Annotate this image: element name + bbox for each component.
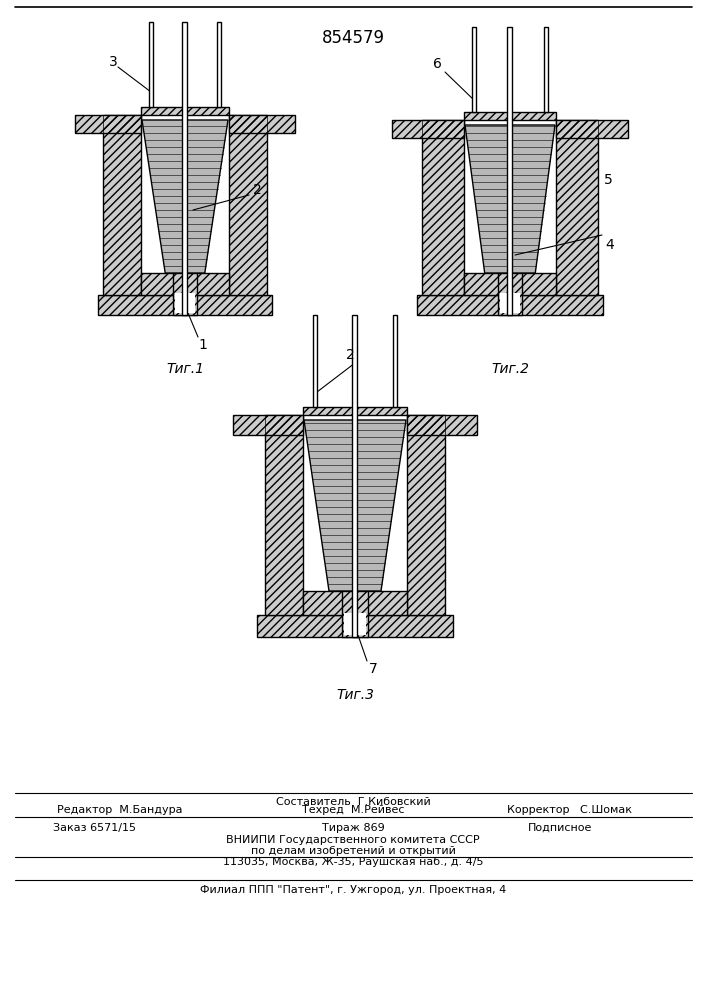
Text: 854579: 854579 xyxy=(322,29,385,47)
Bar xyxy=(313,315,317,407)
Bar xyxy=(229,115,295,133)
Bar xyxy=(98,295,272,315)
Bar xyxy=(407,415,445,615)
Bar xyxy=(233,415,303,435)
Bar xyxy=(182,22,187,315)
Bar xyxy=(103,115,141,295)
Bar xyxy=(141,107,229,115)
Text: 2: 2 xyxy=(346,348,354,362)
Bar xyxy=(217,22,221,107)
Bar xyxy=(342,591,368,637)
Bar xyxy=(173,273,197,315)
Bar xyxy=(464,273,556,295)
Bar xyxy=(556,120,628,138)
Text: Корректор   С.Шомак: Корректор С.Шомак xyxy=(508,805,633,815)
Bar xyxy=(500,293,520,313)
Text: 4: 4 xyxy=(606,238,614,252)
Text: 3: 3 xyxy=(109,55,117,69)
Bar xyxy=(464,112,556,120)
Bar xyxy=(303,591,407,615)
Bar xyxy=(556,120,628,138)
Bar xyxy=(257,615,453,637)
Text: по делам изобретений и открытий: по делам изобретений и открытий xyxy=(250,846,455,856)
Bar xyxy=(422,120,464,295)
Bar xyxy=(257,615,453,637)
Bar xyxy=(141,107,229,115)
Bar xyxy=(544,27,548,112)
Text: 113035, Москва, Ж-35, Раушская наб., д. 4/5: 113035, Москва, Ж-35, Раушская наб., д. … xyxy=(223,857,484,867)
Bar xyxy=(303,407,407,415)
Text: Τиг.2: Τиг.2 xyxy=(491,362,529,376)
Text: 6: 6 xyxy=(433,57,441,71)
Polygon shape xyxy=(142,120,228,273)
Bar xyxy=(149,22,153,107)
Bar xyxy=(229,115,267,295)
Bar xyxy=(175,293,195,313)
Polygon shape xyxy=(465,125,555,273)
Bar xyxy=(393,315,397,407)
Bar xyxy=(464,112,556,120)
Bar xyxy=(498,273,522,315)
Bar xyxy=(233,415,303,435)
Bar xyxy=(472,27,476,112)
Bar xyxy=(422,120,464,295)
Bar xyxy=(265,415,303,615)
Bar xyxy=(556,120,598,295)
Text: 5: 5 xyxy=(604,173,612,187)
Bar xyxy=(103,115,141,295)
Bar xyxy=(141,273,229,295)
Bar xyxy=(392,120,464,138)
Text: Тираж 869: Тираж 869 xyxy=(322,823,385,833)
Text: Заказ 6571/15: Заказ 6571/15 xyxy=(54,823,136,833)
Bar xyxy=(303,407,407,415)
Bar xyxy=(392,120,464,138)
Bar xyxy=(98,295,272,315)
Bar xyxy=(407,415,477,435)
Bar xyxy=(75,115,141,133)
Bar xyxy=(353,315,358,637)
Bar xyxy=(407,415,445,615)
Polygon shape xyxy=(304,420,406,591)
Bar xyxy=(556,120,598,295)
Bar xyxy=(303,591,407,615)
Bar xyxy=(265,415,303,615)
Bar xyxy=(229,115,295,133)
Bar xyxy=(417,295,603,315)
Bar xyxy=(508,27,513,315)
Bar xyxy=(141,273,229,295)
Text: Техред  М.Рейвес: Техред М.Рейвес xyxy=(302,805,404,815)
Text: Филиал ППП "Патент", г. Ужгород, ул. Проектная, 4: Филиал ППП "Патент", г. Ужгород, ул. Про… xyxy=(200,885,506,895)
Text: Составитель  Г.Кибовский: Составитель Г.Кибовский xyxy=(276,797,431,807)
Bar xyxy=(344,613,366,635)
Text: 2: 2 xyxy=(252,183,262,197)
Bar xyxy=(464,273,556,295)
Text: Τиг.3: Τиг.3 xyxy=(336,688,374,702)
Text: Редактор  М.Бандура: Редактор М.Бандура xyxy=(57,805,182,815)
Text: ВНИИПИ Государственного комитета СССР: ВНИИПИ Государственного комитета СССР xyxy=(226,835,480,845)
Text: 7: 7 xyxy=(368,662,378,676)
Bar xyxy=(417,295,603,315)
Bar xyxy=(173,273,197,315)
Bar xyxy=(342,591,368,637)
Bar xyxy=(498,273,522,315)
Bar xyxy=(229,115,267,295)
Bar xyxy=(407,415,477,435)
Text: Τиг.1: Τиг.1 xyxy=(166,362,204,376)
Text: Подписное: Подписное xyxy=(528,823,592,833)
Text: 1: 1 xyxy=(199,338,207,352)
Bar xyxy=(75,115,141,133)
